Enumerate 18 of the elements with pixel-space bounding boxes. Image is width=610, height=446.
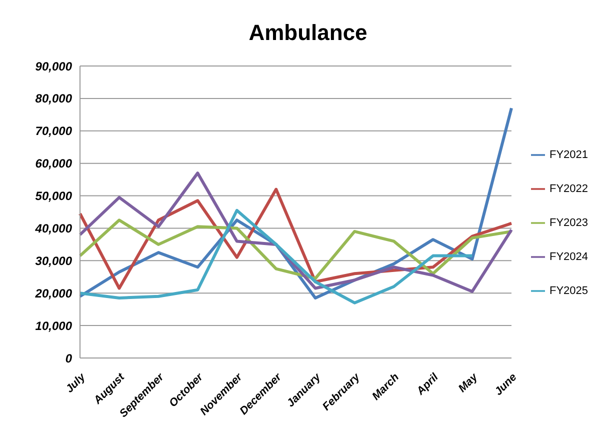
- line-series: [78, 172, 513, 293]
- legend-label: FY2025: [549, 285, 588, 297]
- y-tick-label: 60,000: [35, 156, 72, 171]
- legend-label: FY2024: [549, 251, 588, 263]
- y-tick-label: 90,000: [35, 59, 72, 74]
- legend-label: FY2022: [549, 183, 588, 195]
- y-tick-label: 80,000: [35, 92, 72, 106]
- y-tick-label: 40,000: [34, 221, 72, 236]
- chart-title: Ambulance: [248, 20, 368, 46]
- y-tick-label: 50,000: [35, 189, 72, 204]
- legend-label: FY2023: [549, 217, 588, 229]
- legend-label: FY2021: [549, 149, 588, 161]
- line-series: [78, 208, 474, 304]
- y-tick-label: 10,000: [35, 318, 72, 333]
- y-tick-label: 70,000: [35, 124, 72, 138]
- y-tick-label: 20,000: [34, 286, 72, 300]
- y-tick-label: 30,000: [35, 254, 72, 268]
- y-tick-label: 0: [65, 351, 72, 366]
